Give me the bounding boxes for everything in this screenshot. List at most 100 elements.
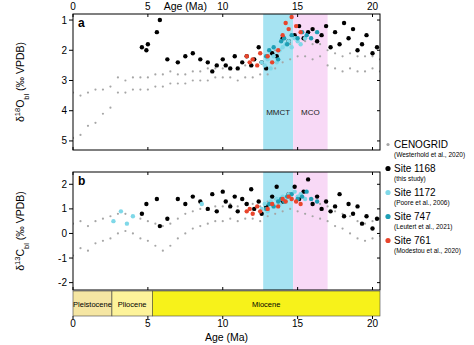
point: [191, 194, 195, 198]
point: [300, 194, 304, 198]
x-tick-label: 5: [145, 318, 151, 329]
point: [222, 67, 224, 69]
figure: MMCTMCOa12345δ18Obl (‰ VPDB)05101520Age …: [0, 0, 474, 345]
x-axis-label: Age (Ma): [164, 0, 207, 12]
x-tick-label: 10: [217, 1, 229, 12]
label-part: 18: [13, 108, 22, 116]
point: [192, 79, 194, 81]
point: [117, 213, 119, 215]
point: [364, 33, 368, 37]
point: [169, 245, 171, 247]
point: [154, 223, 156, 225]
point: [207, 223, 209, 225]
x-tick: [222, 147, 223, 150]
point: [154, 85, 156, 87]
point: [199, 79, 201, 81]
x-tick-label: 0: [70, 318, 76, 329]
point: [356, 237, 358, 239]
point: [319, 203, 321, 205]
point: [87, 225, 89, 227]
point: [312, 58, 314, 60]
plot-area: [73, 14, 380, 150]
point: [364, 223, 366, 225]
point: [342, 21, 346, 25]
point: [349, 215, 351, 217]
point: [224, 199, 228, 203]
point: [324, 199, 328, 203]
point: [155, 197, 159, 201]
epoch-label: Miocene: [252, 300, 280, 309]
band: [263, 172, 293, 290]
x-tick-label: 15: [292, 318, 304, 329]
point: [304, 40, 306, 42]
point: [177, 218, 179, 220]
series: [73, 40, 380, 139]
point: [192, 210, 194, 212]
point: [87, 250, 89, 252]
point: [333, 30, 337, 34]
point: [262, 202, 266, 206]
point: [294, 24, 298, 28]
point: [251, 212, 255, 216]
point: [177, 237, 179, 239]
point: [346, 202, 350, 206]
point: [132, 76, 134, 78]
point: [334, 67, 336, 69]
x-tick-label: 15: [292, 1, 304, 12]
point: [289, 45, 293, 49]
point: [334, 225, 336, 227]
y-tick-label: 5: [61, 135, 67, 146]
point: [124, 79, 126, 81]
point: [117, 91, 119, 93]
point: [337, 192, 341, 196]
point: [326, 205, 328, 207]
point: [245, 54, 249, 58]
point: [255, 204, 259, 208]
point: [184, 213, 186, 215]
point: [371, 67, 373, 69]
point: [245, 54, 249, 58]
point: [252, 76, 254, 78]
point: [109, 107, 111, 109]
band: [293, 14, 327, 150]
point: [251, 57, 255, 61]
point: [304, 189, 308, 193]
point: [360, 42, 364, 46]
point: [237, 79, 239, 81]
series: [245, 15, 303, 68]
point: [276, 204, 280, 208]
point: [364, 214, 368, 218]
point: [259, 73, 261, 75]
x-tick: [73, 287, 74, 290]
x-tick: [147, 172, 148, 175]
point: [337, 42, 341, 46]
y-tick: [69, 140, 73, 141]
point: [349, 52, 351, 54]
point: [94, 88, 96, 90]
point: [165, 57, 169, 61]
point: [236, 209, 240, 213]
x-tick-label: 5: [145, 1, 151, 12]
point: [102, 88, 104, 90]
point: [297, 210, 299, 212]
point: [328, 45, 332, 49]
point: [207, 67, 209, 69]
point: [199, 70, 201, 72]
band-label: MCO: [301, 108, 320, 117]
y-tick: [69, 50, 73, 51]
point: [221, 189, 225, 193]
point: [139, 88, 141, 90]
series: [140, 177, 380, 231]
point: [176, 60, 180, 64]
point: [315, 30, 319, 34]
point: [274, 213, 276, 215]
point: [270, 60, 274, 64]
point: [360, 221, 364, 225]
point: [240, 197, 244, 201]
point: [326, 49, 328, 51]
point: [319, 43, 321, 45]
point: [375, 45, 379, 49]
x-tick: [297, 287, 298, 290]
point: [356, 70, 358, 72]
point: [292, 185, 296, 189]
